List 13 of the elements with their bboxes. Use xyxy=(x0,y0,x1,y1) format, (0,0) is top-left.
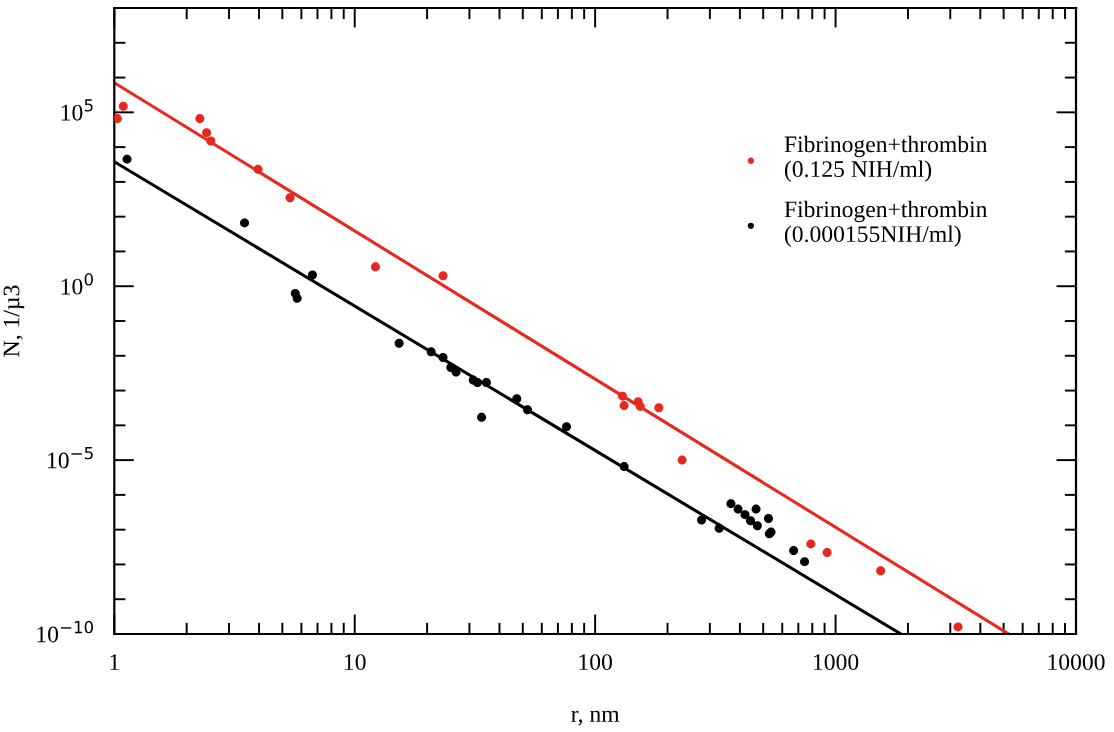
legend-label: Fibrinogen+thrombin (0.125 NIH/ml) xyxy=(784,135,988,182)
x-tick-label: 1 xyxy=(110,654,119,670)
y-axis-title: N, 1/µ3 xyxy=(3,285,25,357)
y-tick-label: 10$^{−10}$ xyxy=(37,620,93,643)
x-tick-label: 100 xyxy=(579,654,612,671)
legend-label: Fibrinogen+thrombin (0.000155NIH/ml) xyxy=(784,200,988,247)
x-tick-label: 1000 xyxy=(814,654,859,671)
x-tick-label: 10 xyxy=(345,654,366,671)
y-tick-label: 10$^{5}$ xyxy=(61,99,93,121)
x-axis-title: r, nm xyxy=(571,710,620,726)
y-tick-label: 10$^{0}$ xyxy=(61,273,93,295)
x-tick-label: 10000 xyxy=(1048,654,1105,671)
y-tick-label: 10$^{−5}$ xyxy=(48,447,93,469)
